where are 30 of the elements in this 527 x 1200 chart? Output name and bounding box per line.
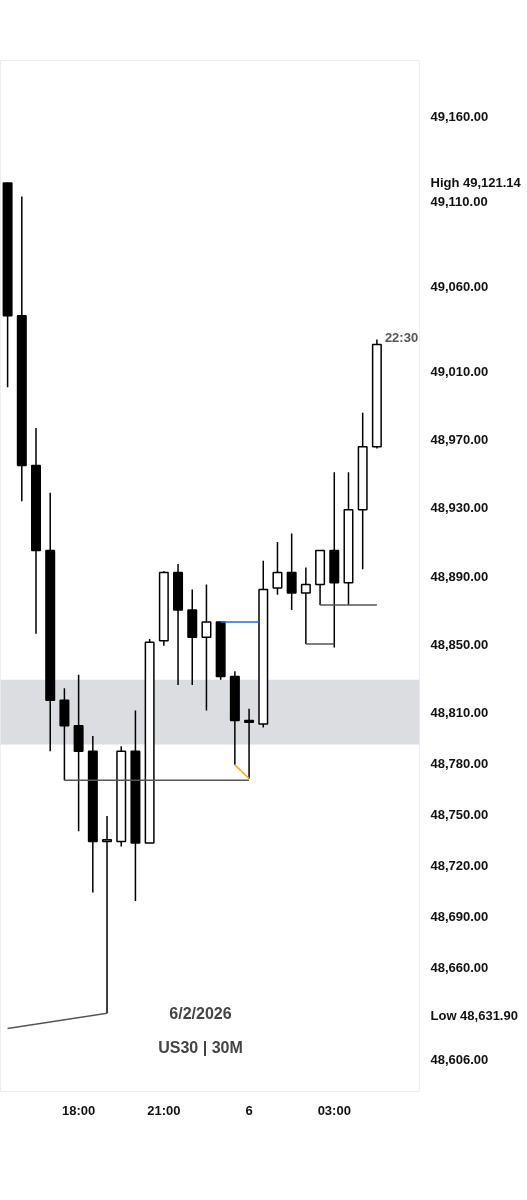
candlestick — [201, 583, 212, 712]
candlestick — [102, 815, 113, 1014]
annotation: US30 | 30M — [158, 1038, 243, 1056]
y-tick-label: Low 48,631.90 — [430, 1007, 518, 1023]
y-tick-label: 48,750.00 — [430, 806, 489, 822]
y-tick-label: 48,780.00 — [430, 755, 489, 771]
annotation: 22:30 — [384, 329, 419, 345]
y-tick-label: 48,720.00 — [430, 857, 489, 873]
y-tick-label: 48,890.00 — [430, 568, 489, 584]
y-tick-label: 48,690.00 — [430, 908, 489, 924]
y-tick-label: 49,110.00 — [430, 194, 488, 210]
candlestick — [300, 566, 311, 645]
annotation: 6/2/2026 — [169, 1004, 232, 1022]
candlestick — [272, 541, 283, 596]
y-tick-label: 48,970.00 — [430, 432, 489, 448]
candlestick — [286, 532, 297, 611]
candlestick — [244, 707, 255, 780]
y-tick-label: High 49,121.14 — [430, 175, 522, 191]
y-tick-label: 49,010.00 — [430, 364, 489, 380]
y-tick-label: 48,660.00 — [430, 959, 489, 975]
y-tick-label: 48,930.00 — [430, 500, 489, 516]
y-tick-label: 48,810.00 — [430, 704, 489, 720]
y-tick-label: 49,060.00 — [430, 279, 489, 295]
y-tick-label: 48,606.00 — [430, 1051, 489, 1067]
x-tick-label: 21:00 — [147, 1102, 181, 1118]
x-tick-label: 18:00 — [61, 1102, 96, 1118]
y-tick-label: 48,850.00 — [430, 636, 489, 652]
y-tick-label: 49,160.00 — [430, 109, 489, 125]
x-tick-label: 03:00 — [317, 1102, 351, 1118]
x-tick-label: 6 — [245, 1102, 253, 1118]
